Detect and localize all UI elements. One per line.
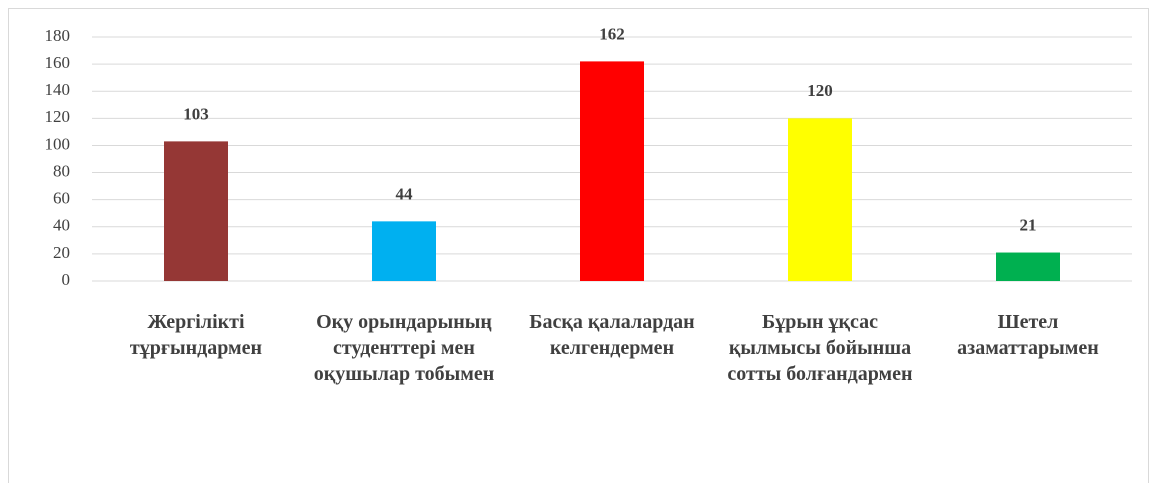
bar: [372, 221, 436, 281]
data-label: 162: [599, 24, 625, 43]
y-tick-label: 20: [53, 243, 70, 262]
bar: [580, 61, 644, 282]
y-tick-label: 180: [45, 26, 71, 45]
y-tick-label: 140: [45, 80, 71, 99]
data-label: 120: [807, 81, 833, 100]
y-tick-label: 60: [53, 189, 70, 208]
y-tick-label: 40: [53, 216, 70, 235]
data-label: 21: [1020, 215, 1037, 234]
x-tick-label: Бұрын ұқсас қылмысы бойынша сотты болған…: [727, 311, 913, 385]
x-tick-label: Оқу орындарының студенттері мен оқушылар…: [313, 311, 495, 385]
data-label: 44: [396, 184, 414, 203]
y-tick-label: 160: [45, 53, 71, 72]
bar: [996, 252, 1060, 281]
bar: [164, 141, 228, 281]
data-label: 103: [183, 104, 209, 123]
x-tick-label: Жергілікті тұрғындармен: [129, 311, 263, 359]
y-tick-label: 120: [45, 107, 71, 126]
x-tick-label: Шетел азаматтарымен: [957, 311, 1099, 359]
y-tick-label: 100: [45, 134, 71, 153]
x-tick-label: Басқа қалалардан келгендермен: [529, 311, 695, 359]
bar: [788, 118, 852, 281]
y-tick-label: 80: [53, 161, 70, 180]
y-tick-label: 0: [62, 270, 71, 289]
chart-frame: [8, 8, 1149, 483]
